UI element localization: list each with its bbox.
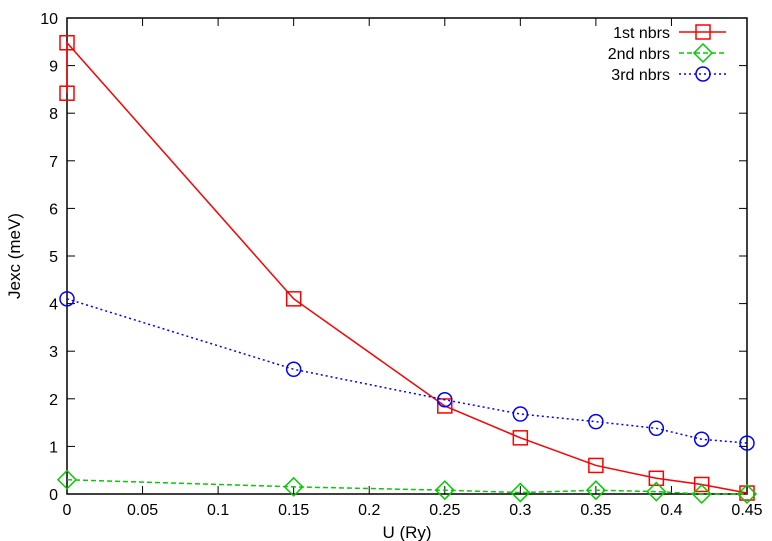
x-tick-label: 0.25 xyxy=(429,502,460,519)
data-point xyxy=(59,35,75,51)
series-3 xyxy=(59,291,755,451)
x-tick-label: 0.4 xyxy=(660,502,682,519)
data-point xyxy=(693,476,710,493)
y-tick-label: 7 xyxy=(49,154,58,171)
data-point xyxy=(510,482,531,503)
data-point xyxy=(648,420,665,437)
x-tick-label: 0.2 xyxy=(358,502,380,519)
data-point xyxy=(283,476,304,497)
plot-frame xyxy=(66,17,748,495)
x-tick-label: 0.15 xyxy=(278,502,309,519)
data-point xyxy=(736,483,758,505)
legend: 1st nbrs 2nd nbrs 3rd nbrs xyxy=(608,24,726,84)
series-layer xyxy=(56,35,758,505)
x-axis-title: U (Ry) xyxy=(382,523,431,541)
y-tick-label: 3 xyxy=(49,344,58,361)
y-axis-title: Jexc (meV) xyxy=(5,213,24,299)
x-tick-label: 0.1 xyxy=(207,502,229,519)
series-line xyxy=(66,478,747,495)
legend-label: 3rd nbrs xyxy=(611,67,670,84)
legend-label: 2nd nbrs xyxy=(608,46,670,63)
series-line xyxy=(66,298,748,444)
data-point xyxy=(437,398,453,414)
data-point xyxy=(648,470,665,487)
x-tick-label: 0 xyxy=(63,502,72,519)
data-point xyxy=(739,435,755,451)
y-tick-label: 8 xyxy=(49,106,58,123)
y-tick-label: 0 xyxy=(49,487,58,504)
legend-marker xyxy=(695,24,711,40)
data-point xyxy=(56,469,78,490)
data-point xyxy=(588,413,604,430)
y-tick-label: 6 xyxy=(49,201,58,218)
data-point xyxy=(646,481,667,502)
y-tick-label: 10 xyxy=(40,11,58,28)
data-point xyxy=(59,291,75,307)
data-point xyxy=(285,361,302,378)
x-tick-label: 0.35 xyxy=(580,502,611,519)
legend-marker xyxy=(695,66,711,82)
data-point xyxy=(437,392,453,408)
y-tick-label: 9 xyxy=(49,59,58,76)
x-tick-label: 0.05 xyxy=(127,502,158,519)
data-point xyxy=(693,431,710,448)
y-tick-label: 5 xyxy=(49,249,58,266)
data-point xyxy=(434,480,455,501)
data-point xyxy=(285,291,302,307)
y-tick-label: 1 xyxy=(49,439,58,456)
data-point xyxy=(59,85,75,101)
x-tick-label: 0.3 xyxy=(509,502,531,519)
data-point xyxy=(512,430,529,446)
legend-marker xyxy=(692,42,714,64)
data-point xyxy=(512,406,529,422)
series-2 xyxy=(56,469,758,505)
x-tick-label: 0.45 xyxy=(731,502,762,519)
series-1 xyxy=(59,35,755,501)
data-point xyxy=(585,480,606,501)
axis-ticks: 0 0.05 0.1 0.15 0.2 0.25 0.3 0.35 0.4 0.45 0 1 2 3 4 5 6… xyxy=(40,11,762,519)
legend-label: 1st nbrs xyxy=(613,25,670,42)
series-line xyxy=(66,40,748,494)
y-tick-label: 4 xyxy=(49,297,58,314)
data-point xyxy=(691,483,712,505)
y-tick-label: 2 xyxy=(49,392,58,409)
data-point xyxy=(588,457,604,474)
